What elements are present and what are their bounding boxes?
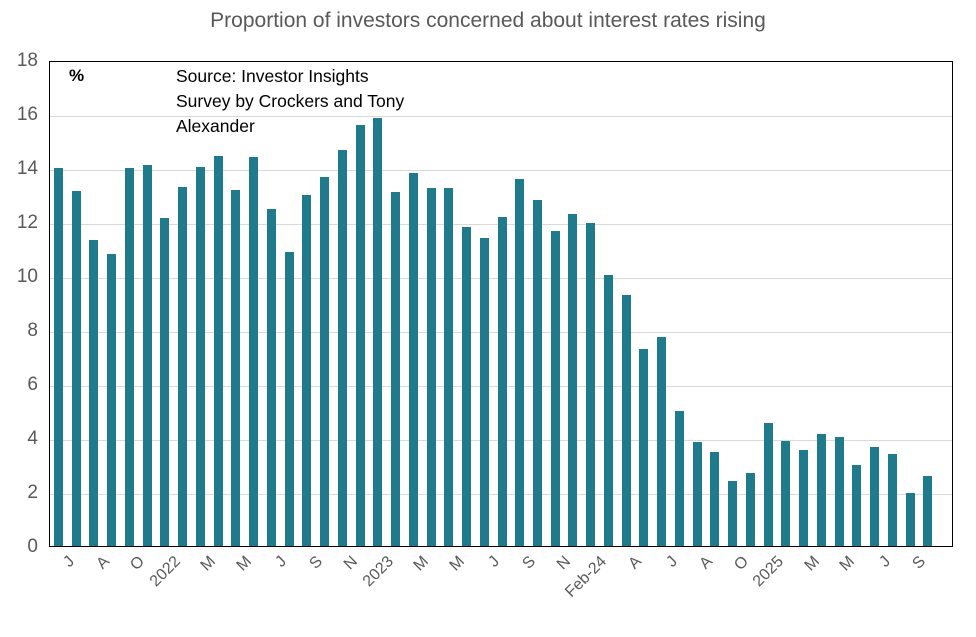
bar xyxy=(266,208,276,546)
bar xyxy=(142,165,152,546)
bar xyxy=(745,473,755,546)
x-axis-tick-label: S xyxy=(519,553,539,573)
bar xyxy=(231,189,241,546)
bar xyxy=(426,188,436,546)
bar xyxy=(160,217,170,546)
bar xyxy=(391,192,401,546)
bar xyxy=(692,442,702,546)
x-axis-tick-label: S xyxy=(306,553,326,573)
x-axis-tick-label: A xyxy=(696,553,717,573)
bar xyxy=(302,195,312,546)
bar xyxy=(497,216,507,546)
bar xyxy=(355,124,365,546)
x-axis-tick-label: J xyxy=(875,553,894,571)
x-axis-tick-label: A xyxy=(93,553,113,573)
bar xyxy=(657,336,667,546)
x-axis-tick-label: O xyxy=(730,553,752,574)
y-axis-unit-label: % xyxy=(69,66,85,85)
x-axis-tick-label: N xyxy=(554,553,575,574)
x-axis-tick-label: J xyxy=(662,553,681,571)
x-axis-tick-label: M xyxy=(197,553,220,575)
chart-title: Proportion of investors concerned about … xyxy=(210,9,766,32)
x-axis-tick-label: 2023 xyxy=(359,553,397,591)
bar xyxy=(54,168,63,546)
source-annotation: Source: Investor Insights Survey by Croc… xyxy=(176,64,404,139)
bar xyxy=(479,238,489,546)
bar xyxy=(89,239,99,546)
source-annotation-line: Alexander xyxy=(176,116,255,136)
x-axis-tick-label: J xyxy=(272,553,291,571)
bar xyxy=(834,436,844,546)
bar xyxy=(444,188,454,546)
bar xyxy=(249,157,259,546)
plot-area: % Source: Investor Insights Survey by Cr… xyxy=(49,61,953,547)
y-axis-tick-label: 14 xyxy=(16,158,38,179)
bar xyxy=(532,200,542,546)
bar xyxy=(337,150,347,546)
bar xyxy=(870,447,880,546)
gridline xyxy=(50,169,952,171)
bar xyxy=(71,190,81,546)
source-annotation-line: Survey by Crockers and Tony xyxy=(176,91,405,111)
gridline xyxy=(50,115,952,117)
bar xyxy=(710,451,720,546)
bar xyxy=(284,251,294,546)
y-axis-tick-label: 10 xyxy=(16,266,38,287)
bar xyxy=(674,411,684,546)
x-axis-tick-label: 2025 xyxy=(749,553,788,591)
y-axis-tick-label: 6 xyxy=(27,374,38,395)
bar xyxy=(816,433,826,546)
x-axis-tick-label: M xyxy=(233,553,255,575)
bar xyxy=(568,213,578,546)
bar xyxy=(586,223,596,546)
bar xyxy=(515,178,525,546)
bar xyxy=(213,155,223,546)
bar xyxy=(852,465,862,546)
bar xyxy=(603,274,613,546)
bar xyxy=(550,231,560,546)
bar xyxy=(763,423,773,546)
bar xyxy=(887,454,897,546)
bar xyxy=(195,166,205,546)
bar xyxy=(373,118,383,546)
x-axis-tick-label: M xyxy=(836,553,859,575)
bar xyxy=(462,227,472,546)
bar xyxy=(178,186,188,546)
x-axis-tick-label: M xyxy=(801,553,823,575)
x-axis-tick-label: 2022 xyxy=(146,553,184,591)
x-axis-tick-label: J xyxy=(59,553,78,571)
x-axis-tick-label: A xyxy=(625,553,646,573)
bar xyxy=(923,475,933,546)
bar xyxy=(124,168,134,546)
bar xyxy=(781,440,791,546)
x-axis-tick-label: M xyxy=(446,553,468,575)
bar xyxy=(728,481,738,546)
bar xyxy=(905,493,915,546)
y-axis-tick-label: 4 xyxy=(27,428,38,449)
y-axis-tick-label: 18 xyxy=(16,50,38,71)
x-axis-tick-label: M xyxy=(410,553,433,575)
y-axis-tick-label: 8 xyxy=(27,320,38,341)
y-axis-tick-label: 2 xyxy=(27,482,38,503)
source-annotation-line: Source: Investor Insights xyxy=(176,66,369,86)
bar xyxy=(621,294,631,546)
x-axis-tick-label: O xyxy=(127,553,149,574)
bar xyxy=(320,177,330,546)
bar xyxy=(408,173,418,546)
y-axis-tick-label: 12 xyxy=(16,212,38,233)
x-axis-tick-label: N xyxy=(341,553,362,574)
bar xyxy=(799,450,809,546)
x-axis-tick-label: S xyxy=(909,553,930,573)
x-axis-tick-label: J xyxy=(485,553,504,571)
bar xyxy=(639,348,649,546)
y-axis-tick-label: 16 xyxy=(16,104,38,125)
y-axis-tick-label: 0 xyxy=(27,536,38,557)
bar xyxy=(107,254,117,546)
